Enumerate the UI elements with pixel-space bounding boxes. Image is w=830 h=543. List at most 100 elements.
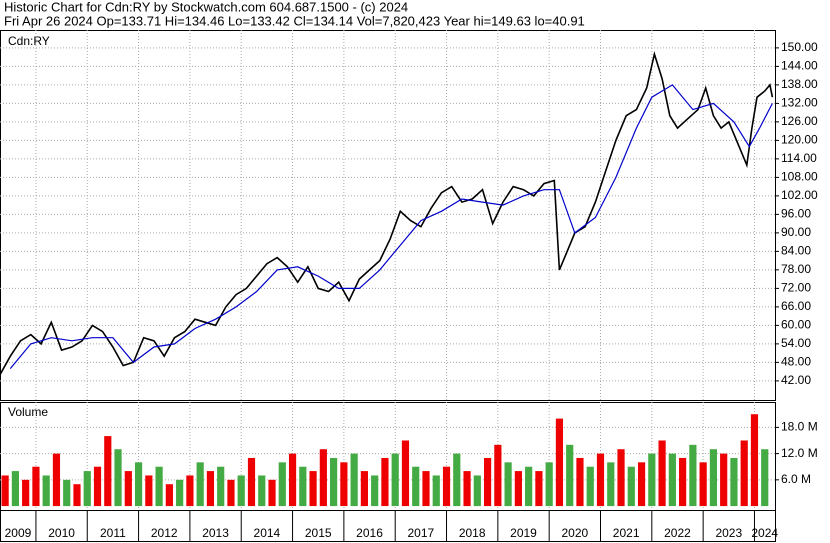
volume-tick-label: 6.0 M <box>781 472 811 486</box>
volume-bar <box>247 457 256 507</box>
x-tick-label: 2019 <box>510 526 537 540</box>
x-tick-label: 2020 <box>561 526 588 540</box>
volume-bar <box>114 449 122 507</box>
x-axis-panel <box>0 510 776 542</box>
symbol-label: Cdn:RY <box>8 34 50 48</box>
volume-bar <box>93 466 102 507</box>
volume-bar <box>350 453 358 507</box>
x-tick-label: 2012 <box>151 526 178 540</box>
volume-bar <box>720 453 728 507</box>
y-tick-label: 78.00 <box>781 262 811 276</box>
volume-bar <box>309 471 317 507</box>
volume-tick-label: 12.0 M <box>781 446 818 460</box>
volume-bar <box>422 471 430 507</box>
volume-bar <box>52 453 61 507</box>
volume-bar <box>134 462 143 507</box>
volume-bar <box>566 444 574 507</box>
volume-label: Volume <box>8 405 48 419</box>
x-tick-label: 2011 <box>100 526 126 540</box>
y-tick-label: 48.00 <box>781 355 811 369</box>
chart-subtitle: Fri Apr 26 2024 Op=133.71 Hi=134.46 Lo=1… <box>4 13 585 28</box>
volume-bar <box>586 466 594 507</box>
volume-bar <box>165 484 173 507</box>
volume-bar <box>104 436 112 507</box>
volume-tick-label: 18.0 M <box>781 420 818 434</box>
volume-bar <box>371 475 379 507</box>
volume-bar <box>42 475 50 507</box>
y-tick-label: 144.00 <box>781 59 818 73</box>
volume-bar <box>689 444 697 507</box>
volume-bar <box>155 466 163 507</box>
volume-bar <box>596 453 605 507</box>
chart-title: Historic Chart for Cdn:RY by Stockwatch.… <box>4 0 408 14</box>
volume-bar <box>227 479 235 507</box>
volume-bar <box>145 475 153 507</box>
volume-bar <box>412 466 420 507</box>
volume-bar <box>699 462 707 507</box>
x-tick-label: 2013 <box>202 526 229 540</box>
x-tick-label: 2024 <box>751 526 778 540</box>
y-tick-label: 96.00 <box>781 207 811 221</box>
volume-bar <box>63 479 71 507</box>
volume-bar <box>196 462 204 507</box>
x-tick-label: 2021 <box>613 526 640 540</box>
x-tick-label: 2009 <box>5 526 32 540</box>
y-tick-label: 108.00 <box>781 170 818 184</box>
volume-bar <box>288 453 297 507</box>
y-tick-label: 102.00 <box>781 188 818 202</box>
volume-bar <box>627 466 635 507</box>
volume-bar <box>432 475 440 507</box>
volume-bar <box>319 449 327 507</box>
volume-bar <box>576 457 584 507</box>
x-tick-label: 2010 <box>48 526 75 540</box>
volume-bar <box>1 475 9 507</box>
volume-bar <box>401 440 410 507</box>
x-tick-label: 2023 <box>715 526 742 540</box>
volume-bar <box>463 471 471 507</box>
volume-bar <box>750 414 759 507</box>
volume-bar <box>330 457 338 507</box>
volume-bar <box>709 449 718 507</box>
y-tick-label: 60.00 <box>781 318 811 332</box>
y-tick-label: 42.00 <box>781 373 811 387</box>
y-tick-label: 126.00 <box>781 114 818 128</box>
volume-bar <box>514 471 522 507</box>
volume-bar <box>740 440 748 507</box>
volume-bar <box>545 462 553 507</box>
volume-bar <box>483 457 492 507</box>
volume-bar <box>176 479 184 507</box>
volume-bar <box>381 457 389 507</box>
volume-bar <box>453 453 461 507</box>
volume-bar <box>658 440 666 507</box>
volume-bar <box>83 471 91 507</box>
volume-bar <box>617 449 625 507</box>
volume-bar <box>679 457 687 507</box>
volume-bar <box>11 471 19 507</box>
y-tick-label: 54.00 <box>781 336 811 350</box>
volume-bar <box>73 484 81 507</box>
x-tick-label: 2018 <box>459 526 486 540</box>
price-panel <box>0 30 776 401</box>
y-tick-label: 132.00 <box>781 96 818 110</box>
volume-bar <box>299 466 307 507</box>
volume-bar <box>258 475 266 507</box>
volume-bar <box>217 466 225 507</box>
x-tick-label: 2014 <box>254 526 281 540</box>
volume-bar <box>535 471 543 507</box>
x-tick-label: 2022 <box>664 526 691 540</box>
volume-bar <box>22 479 30 507</box>
volume-bar <box>555 418 564 507</box>
y-tick-label: 66.00 <box>781 299 811 313</box>
volume-bar <box>761 449 769 507</box>
volume-bar <box>637 462 646 507</box>
price-line <box>9 84 773 369</box>
volume-bar <box>278 462 286 507</box>
volume-bar <box>340 462 348 507</box>
volume-bar <box>525 466 533 507</box>
volume-bar <box>668 453 676 507</box>
y-tick-label: 72.00 <box>781 281 811 295</box>
volume-bar <box>186 475 194 507</box>
volume-bar <box>607 462 615 507</box>
